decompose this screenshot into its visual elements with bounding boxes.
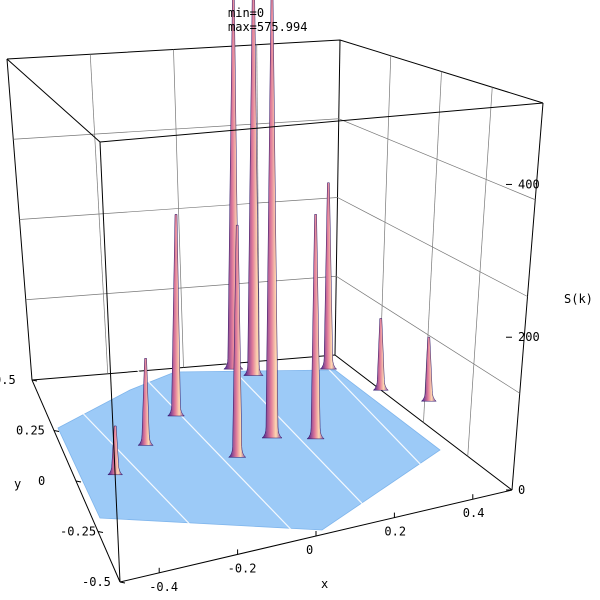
grid-line-left-wall <box>256 44 260 362</box>
floor-stripe <box>55 385 215 550</box>
y-tick <box>119 581 126 584</box>
y-tick <box>97 531 104 533</box>
x-tick-labels: -0.4 -0.2 0 0.2 0.4 <box>149 506 484 594</box>
grid-line-left-wall <box>173 49 184 368</box>
y-tick-label: -0.25 <box>60 525 96 539</box>
box-front-top-right <box>99 102 544 143</box>
peak-spike <box>242 0 264 376</box>
y-tick <box>75 480 82 483</box>
peak-spike <box>319 182 338 370</box>
grid-line-right-wall <box>467 87 493 457</box>
x-tick-label: 0 <box>306 543 313 557</box>
x-tick-label: -0.2 <box>228 561 257 575</box>
z-tick-label: 0 <box>518 483 525 497</box>
peak-spike <box>420 336 437 402</box>
box-back-bottom <box>31 354 513 491</box>
peak-spike <box>372 318 390 391</box>
z-axis-label: S(k) <box>564 292 593 306</box>
peak-spike <box>223 0 244 370</box>
x-tick-label: 0.2 <box>384 525 406 539</box>
x-tick-label: 0.4 <box>463 506 485 520</box>
y-tick-label: 0.25 <box>16 424 45 438</box>
peak-spike <box>306 214 325 440</box>
y-tick-label: -0.5 <box>82 575 111 589</box>
y-tick <box>31 379 38 382</box>
floor-stripe <box>133 366 293 531</box>
floor-surface <box>57 369 441 531</box>
box-front-vertical <box>99 141 121 583</box>
min-label: min=0 <box>228 6 264 20</box>
box-back-top <box>6 39 544 104</box>
z-tick-label: 400 <box>518 177 540 191</box>
peak-spike <box>261 0 283 439</box>
grid-line-left-wall <box>89 54 109 374</box>
axis-ticks <box>31 183 512 584</box>
peaks-group <box>107 0 437 476</box>
box-front-top-left <box>6 58 101 143</box>
back-wall-grid <box>13 44 536 457</box>
z-tick-label: 200 <box>518 330 540 344</box>
x-axis-label: x <box>321 577 328 591</box>
peak-spike <box>166 214 186 417</box>
z-tick-labels: 0 200 400 <box>518 177 540 497</box>
y-tick-label: 0 <box>38 474 45 488</box>
max-label: max=575.994 <box>228 20 307 34</box>
x-tick-label: -0.4 <box>149 580 178 594</box>
peak-spike <box>227 224 247 458</box>
y-tick <box>53 430 60 432</box>
grid-line-horizontal <box>25 275 520 394</box>
peak-spike <box>107 425 124 476</box>
y-axis-label: y <box>14 477 21 491</box>
y-tick-labels: 0.5 0.25 0 -0.25 -0.5 <box>0 373 111 589</box>
peak-spike <box>137 358 154 446</box>
y-tick-label: 0.5 <box>0 373 16 387</box>
grid-line-horizontal <box>19 197 528 297</box>
grid-line-horizontal <box>13 118 536 201</box>
